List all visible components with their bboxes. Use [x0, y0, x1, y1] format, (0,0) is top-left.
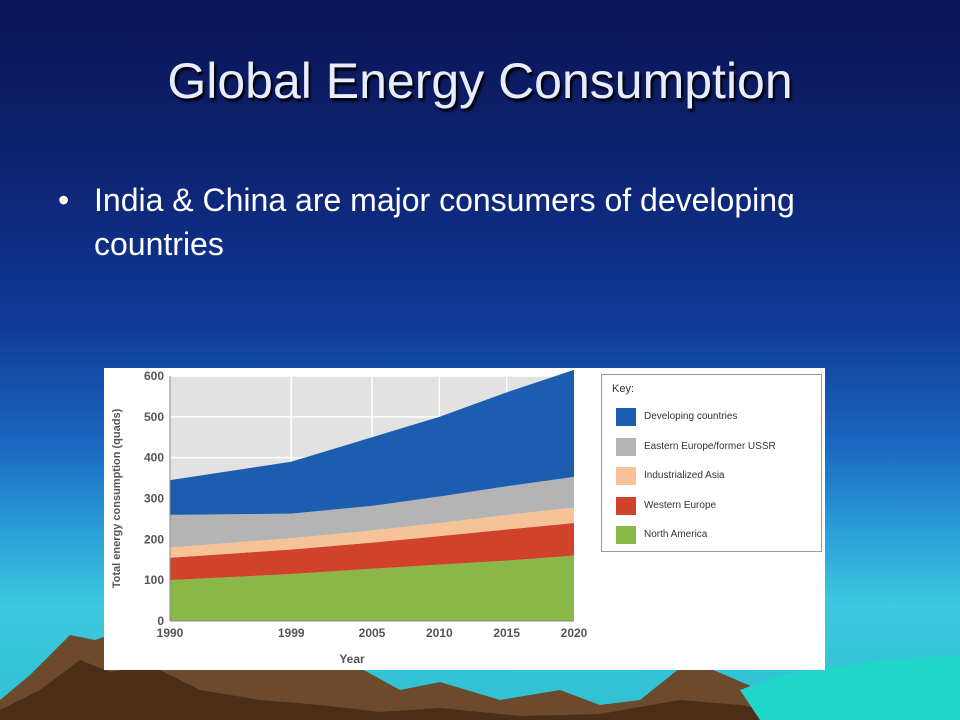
legend-swatch	[616, 408, 636, 426]
area-north-america	[170, 555, 574, 621]
legend-swatch	[616, 467, 636, 485]
bullet-list: • India & China are major consumers of d…	[58, 178, 858, 266]
legend-label: Industrialized Asia	[644, 470, 725, 481]
x-tick-label: 2015	[493, 626, 520, 640]
legend-label: Eastern Europe/former USSR	[644, 440, 776, 452]
legend-label: North America	[644, 529, 708, 540]
slide-title: Global Energy Consumption	[167, 53, 793, 109]
legend-label: Developing countries	[644, 411, 738, 422]
x-tick-label: 2005	[359, 626, 386, 640]
y-tick-label: 600	[144, 369, 164, 383]
legend-swatch	[616, 437, 636, 456]
chart-legend: Key: Developing countries Eastern Europe/…	[601, 374, 822, 552]
y-tick-label: 100	[144, 573, 164, 587]
legend-item: Eastern Europe/former USSR	[616, 437, 816, 457]
legend-item: Western Europe	[616, 496, 816, 516]
y-tick-label: 200	[144, 532, 164, 546]
legend-item: Developing countries	[616, 407, 816, 427]
y-axis-title: Total energy consumption (quads)	[111, 408, 123, 588]
x-tick-label: 2020	[561, 626, 588, 640]
legend-label: Western Europe	[644, 499, 717, 511]
x-tick-label: 1999	[278, 626, 305, 640]
legend-item: North America	[616, 525, 816, 545]
stacked-area-chart: 0 100 200 300 400 500 600 1990 1999 2005 2010 2015 2…	[111, 369, 588, 666]
y-tick-label: 500	[144, 410, 164, 424]
bullet-text: India & China are major consumers of dev…	[94, 182, 795, 262]
y-tick-label: 0	[157, 614, 164, 628]
legend-item: Industrialized Asia	[616, 466, 816, 486]
area-industrialized-asia	[170, 507, 574, 558]
y-tick-label: 300	[144, 492, 164, 506]
bullet-marker: •	[58, 182, 70, 218]
x-tick-label: 2010	[426, 626, 453, 640]
legend-swatch	[616, 526, 636, 544]
y-tick-label: 400	[144, 451, 164, 465]
chart-panel: 0 100 200 300 400 500 600 1990 1999 2005 2010 2015 2…	[104, 368, 825, 670]
area-eastern-europe-former-ussr	[170, 476, 574, 548]
x-axis-title: Year	[339, 652, 365, 666]
legend-title: Key:	[612, 383, 635, 395]
x-tick-label: 1990	[157, 626, 184, 640]
area-western-europe	[170, 523, 574, 581]
legend-swatch	[616, 496, 636, 515]
area-developing-countries	[170, 369, 574, 515]
